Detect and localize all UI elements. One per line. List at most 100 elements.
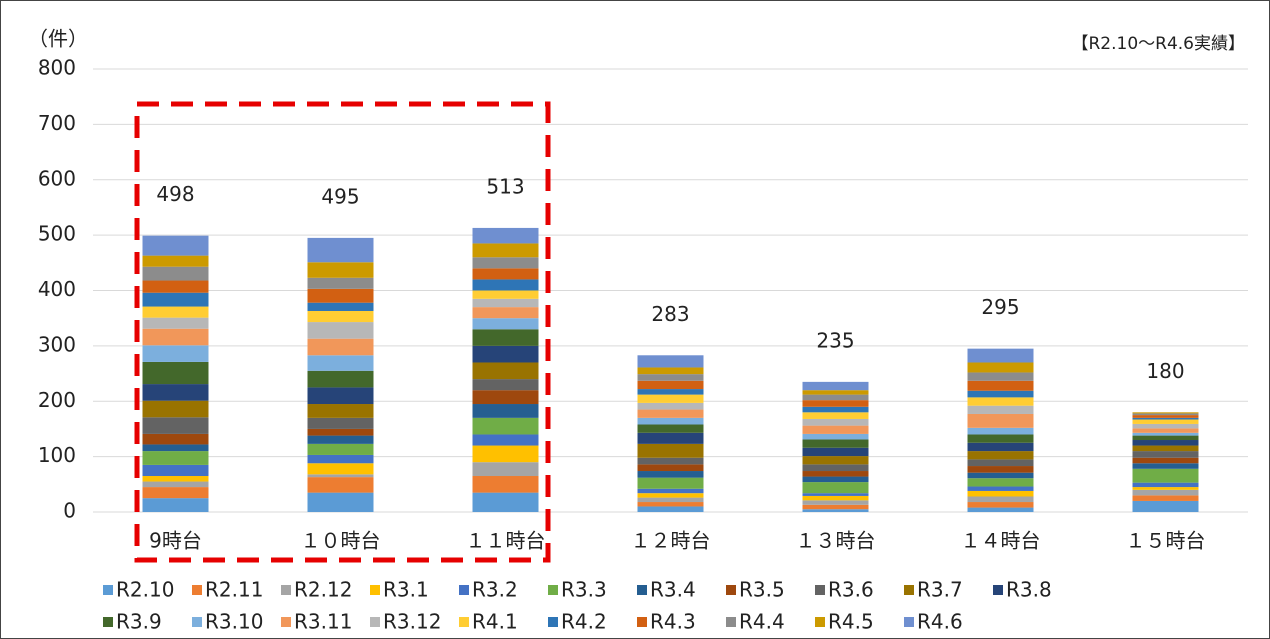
bar-segment [802, 471, 869, 477]
legend-label: R4.1 [472, 610, 518, 634]
legend-swatch [904, 617, 914, 627]
bar-segment [802, 482, 869, 494]
x-tick-label: １４時台 [961, 529, 1041, 553]
legend-label: R3.11 [294, 610, 352, 634]
bar-segment [802, 400, 869, 407]
legend-label: R4.2 [561, 610, 607, 634]
bar-segment [307, 435, 374, 444]
bar-segment [967, 390, 1034, 398]
bar-segment [967, 478, 1034, 487]
bar-segment [1132, 482, 1199, 488]
bar-segment [307, 387, 374, 405]
bar-segment [307, 474, 374, 478]
total-label: 235 [816, 328, 854, 352]
bar-segment [307, 338, 374, 356]
bar-segment [142, 487, 209, 499]
bar-segment [637, 471, 704, 478]
bar-segment [967, 362, 1034, 373]
bar-segment [307, 463, 374, 475]
bar-segment [637, 402, 704, 410]
legend-label: R3.12 [383, 610, 441, 634]
bar-segment [142, 361, 209, 385]
bar-segment [1132, 500, 1199, 512]
bar-segment [142, 481, 209, 488]
bar-segment [1132, 468, 1199, 483]
legend-label: R4.5 [828, 610, 874, 634]
bar-segment [142, 476, 209, 482]
legend-swatch [370, 585, 380, 595]
bar-segment [802, 493, 869, 496]
bar-segment [142, 235, 209, 256]
legend-label: R3.3 [561, 578, 607, 602]
bar-segment [1132, 487, 1199, 490]
bar-segment [802, 456, 869, 465]
legend-swatch [281, 585, 291, 595]
legend-label: R4.4 [739, 610, 785, 634]
bar-segment [637, 355, 704, 368]
bar-segment [637, 502, 704, 507]
bar-segment [472, 227, 539, 244]
bar-segment [142, 433, 209, 445]
bar-segment [802, 433, 869, 440]
bar-segment [142, 417, 209, 434]
bar-segment [967, 502, 1034, 508]
x-tick-label: １３時台 [796, 529, 876, 553]
legend-swatch [192, 617, 202, 627]
legend-swatch [726, 585, 736, 595]
bar-segment [472, 329, 539, 346]
legend-swatch [459, 585, 469, 595]
bar-segment [472, 476, 539, 493]
y-tick-label: 800 [38, 56, 76, 80]
bar-segment [967, 496, 1034, 503]
bar-segment [967, 405, 1034, 414]
legend-label: R3.5 [739, 578, 785, 602]
bar-segment [1132, 419, 1199, 424]
x-tick-label: 9時台 [149, 529, 202, 553]
bar-segment [1132, 445, 1199, 452]
legend-label: R3.4 [650, 578, 696, 602]
legend-label: R3.6 [828, 578, 874, 602]
bar-segment [142, 255, 209, 267]
bar-segment [307, 262, 374, 278]
bar-segment [307, 428, 374, 436]
legend-label: R4.6 [917, 610, 963, 634]
bar-segment [637, 394, 704, 403]
bar-segment [472, 279, 539, 291]
legend-label: R4.3 [650, 610, 696, 634]
bar-segment [472, 445, 539, 463]
total-label: 495 [321, 184, 359, 208]
bar-segment [967, 372, 1034, 381]
bar-segment [802, 439, 869, 448]
total-label: 498 [156, 182, 194, 206]
bar-segment [967, 472, 1034, 479]
legend-label: R2.10 [116, 578, 174, 602]
bar-segment [472, 257, 539, 269]
bar-segment [307, 417, 374, 429]
bar-segment [967, 442, 1034, 452]
bar-segment [142, 317, 209, 329]
bar-segment [1132, 413, 1199, 416]
legend-label: R3.2 [472, 578, 518, 602]
bar-segment [637, 424, 704, 433]
legend-swatch [548, 585, 558, 595]
bar-segment [472, 362, 539, 380]
legend-swatch [637, 617, 647, 627]
bar-segment [472, 404, 539, 418]
bar-segment [802, 504, 869, 510]
y-tick-label: 400 [38, 277, 76, 301]
bar-segment [637, 432, 704, 444]
bar-segment [967, 434, 1034, 443]
bar-segment [637, 417, 704, 425]
bar-segment [307, 237, 374, 263]
bar-segment [967, 427, 1034, 435]
bar-segment [802, 390, 869, 395]
bar-segment [802, 418, 869, 426]
total-label: 295 [981, 295, 1019, 319]
legend-swatch [993, 585, 1003, 595]
legend-swatch [904, 585, 914, 595]
bar-segment [1132, 412, 1199, 414]
legend-swatch [815, 617, 825, 627]
y-tick-label: 300 [38, 332, 76, 356]
bar-segment [472, 345, 539, 363]
bar-segment [967, 507, 1034, 512]
